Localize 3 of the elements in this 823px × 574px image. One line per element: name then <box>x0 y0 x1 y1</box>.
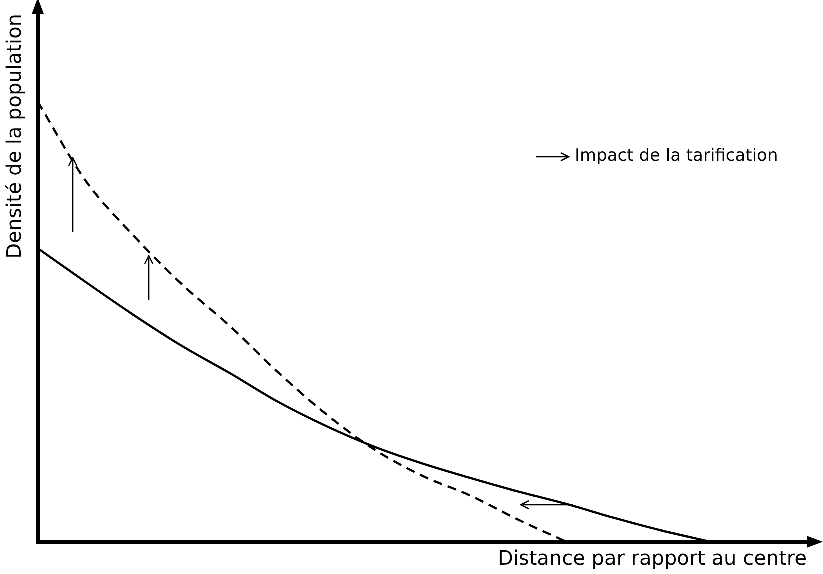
x-axis-title: Distance par rapport au centre <box>498 546 807 570</box>
annotation: Impact de la tarification <box>575 146 778 166</box>
y-axis-title: Densité de la population <box>2 14 26 259</box>
